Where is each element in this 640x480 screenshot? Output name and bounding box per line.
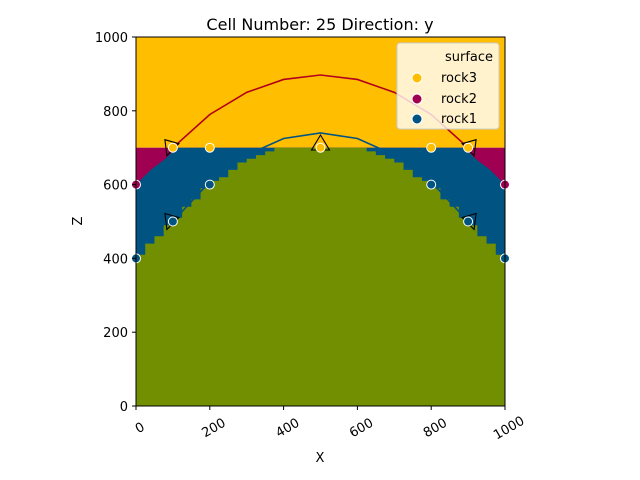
x-tick-label-200: 200 <box>200 416 229 441</box>
legend-entry-rock1: rock1 <box>411 112 477 127</box>
legend-entry-rock3: rock3 <box>411 71 477 86</box>
point-rock1-4 <box>463 216 474 227</box>
chart-title: Cell Number: 25 Direction: y <box>206 15 433 34</box>
legend-label-rock2: rock2 <box>441 92 477 107</box>
x-tick-label-400: 400 <box>273 416 302 441</box>
y-tick-label-600: 600 <box>103 179 128 194</box>
point-rock1-2 <box>204 179 215 190</box>
x-tick-label-600: 600 <box>347 416 376 441</box>
legend-label-rock1: rock1 <box>441 112 477 127</box>
legend-marker-rock3 <box>411 72 423 84</box>
legend-marker-rock2 <box>411 93 423 105</box>
x-tick-label-1000: 1000 <box>491 414 527 444</box>
axes-frame <box>135 36 506 407</box>
legend-title: surface <box>445 50 493 65</box>
y-axis-label: Z <box>71 216 86 225</box>
layer-basement <box>136 147 505 406</box>
point-rock3-4 <box>463 142 474 153</box>
curve-rock1 <box>172 132 469 223</box>
y-tick-label-1000: 1000 <box>95 31 128 46</box>
legend-label-rock3: rock3 <box>441 71 477 86</box>
point-rock3-1 <box>204 142 215 153</box>
point-rock3-0 <box>167 142 178 153</box>
point-rock1-3 <box>426 179 437 190</box>
legend-box <box>396 42 500 130</box>
y-tick-label-800: 800 <box>103 105 128 120</box>
x-tick-label-800: 800 <box>421 416 450 441</box>
y-tick-label-200: 200 <box>103 326 128 341</box>
legend: surface rock3 rock2 rock1 <box>396 42 500 130</box>
x-axis-label: X <box>316 451 325 466</box>
y-tick-label-400: 400 <box>103 252 128 267</box>
y-tick-label-0: 0 <box>120 400 128 415</box>
legend-marker-rock1 <box>411 113 423 125</box>
plot-area <box>131 37 510 406</box>
point-rock1-1 <box>167 216 178 227</box>
x-tick-label-0: 0 <box>133 420 148 437</box>
point-rock3-3 <box>426 142 437 153</box>
point-rock3-2 <box>315 142 326 153</box>
legend-entry-rock2: rock2 <box>411 92 477 107</box>
